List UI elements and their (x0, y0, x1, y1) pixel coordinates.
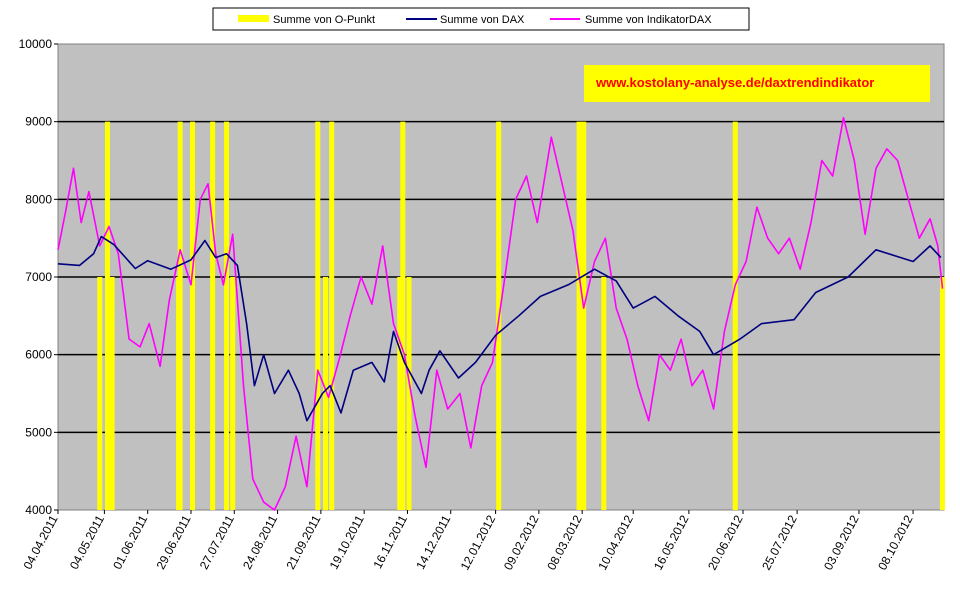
y-tick-label: 9000 (25, 115, 52, 129)
y-tick-label: 8000 (25, 192, 52, 206)
y-tick-label: 7000 (25, 270, 52, 284)
opunkt-bar (732, 121, 738, 511)
x-tick-label: 08.03.2012 (544, 513, 585, 573)
opunkt-bar (97, 277, 103, 510)
x-tick-label: 12.01.2012 (458, 513, 499, 573)
x-tick-label: 09.02.2012 (501, 513, 542, 573)
x-tick-label: 04.04.2011 (21, 513, 61, 572)
opunkt-bar (406, 277, 412, 510)
x-tick-label: 25.07.2012 (759, 513, 800, 573)
legend-label-dax: Summe von DAX (440, 14, 525, 26)
dax-line (57, 235, 942, 422)
y-tick-label: 5000 (25, 425, 52, 439)
opunkt-bar (329, 121, 335, 511)
x-tick-label: 14.12.2011 (413, 513, 453, 572)
y-tick-label: 10000 (19, 37, 53, 51)
x-tick-label: 21.09.2011 (283, 513, 323, 572)
opunkt-series (97, 121, 945, 511)
x-tick-label: 01.06.2011 (110, 513, 150, 572)
opunkt-bar (939, 277, 945, 510)
x-tick-label: 16.11.2011 (370, 513, 410, 571)
x-tick-label: 29.06.2011 (153, 513, 193, 572)
y-tick-label: 4000 (25, 503, 52, 517)
x-tick-label: 16.05.2012 (651, 513, 692, 573)
indikator-line (57, 117, 944, 511)
y-axis: 4000 5000 6000 7000 8000 9000 10000 (19, 37, 58, 517)
opunkt-bar (601, 277, 607, 510)
legend-box (212, 7, 750, 31)
y-tick-label: 6000 (25, 348, 52, 362)
legend-swatch-opunkt (238, 15, 269, 22)
legend-label-indikator: Summe von IndikatorDAX (585, 14, 712, 26)
x-tick-label: 10.04.2012 (595, 513, 636, 573)
opunkt-bar (576, 121, 582, 511)
x-tick-label: 20.06.2012 (705, 513, 746, 573)
opunkt-bar (104, 121, 110, 511)
opunkt-bar (315, 121, 321, 511)
x-tick-label: 24.08.2011 (240, 513, 280, 572)
opunkt-bar (323, 277, 329, 510)
opunkt-bar (397, 277, 403, 510)
legend-label-opunkt: Summe von O-Punkt (273, 14, 375, 26)
x-axis: 04.04.2011 04.05.2011 01.06.2011 29.06.2011… (21, 510, 916, 572)
opunkt-bar (210, 121, 216, 511)
annotation-box: www.kostolany-analyse.de/daxtrendindikat… (584, 65, 930, 102)
annotation-background (584, 65, 930, 102)
annotation-text: www.kostolany-analyse.de/daxtrendindikat… (595, 75, 874, 90)
legend: Summe von O-Punkt Summe von DAX Summe vo… (212, 7, 750, 31)
opunkt-bar (230, 277, 236, 510)
opunkt-bar (190, 121, 196, 511)
x-tick-label: 19.10.2011 (327, 513, 367, 572)
opunkt-bar (581, 121, 587, 511)
opunkt-bar (400, 121, 406, 511)
x-tick-label: 04.05.2011 (67, 513, 107, 572)
x-tick-label: 03.09.2012 (821, 513, 862, 573)
line-series (57, 117, 944, 511)
opunkt-bar (109, 277, 115, 510)
opunkt-bar (177, 121, 183, 511)
opunkt-bar (224, 121, 230, 511)
x-tick-label: 27.07.2011 (197, 513, 237, 572)
x-tick-label: 08.10.2012 (875, 513, 916, 573)
